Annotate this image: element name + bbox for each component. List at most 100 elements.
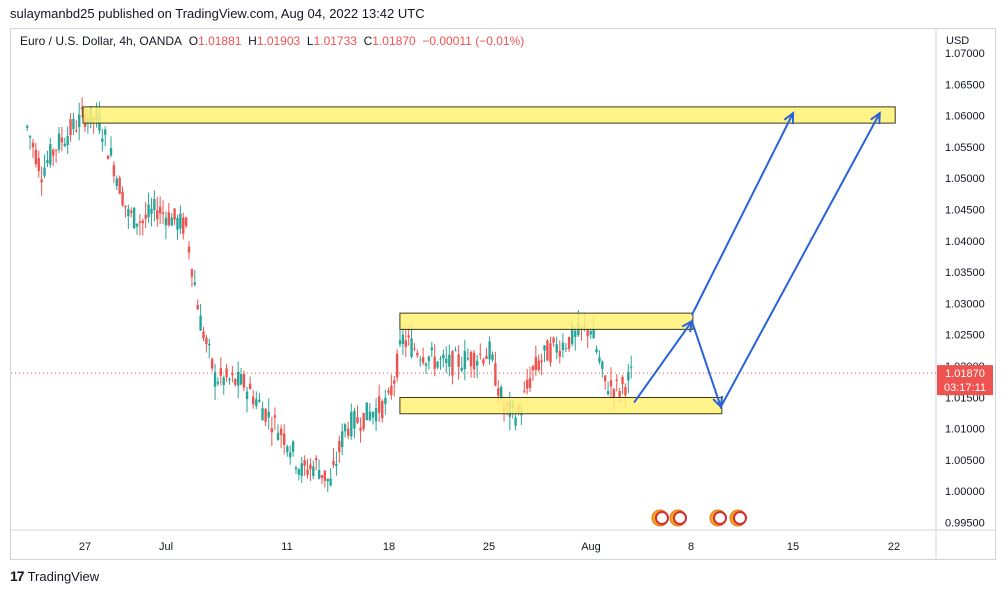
candle-body <box>621 377 624 384</box>
candle-body <box>460 367 463 371</box>
candle-body <box>570 326 574 344</box>
candle-body <box>130 210 133 213</box>
candle-body <box>343 424 347 432</box>
x-tick-label: 25 <box>483 541 495 553</box>
candle-body <box>239 374 243 385</box>
y-tick-label: 1.04500 <box>945 205 985 217</box>
candle-body <box>555 344 558 353</box>
candle-body <box>135 223 139 227</box>
candle-body <box>416 352 419 356</box>
candle-body <box>153 199 156 211</box>
candle-body <box>482 359 485 364</box>
zone-resistance-top[interactable] <box>82 106 896 124</box>
zone-range-top[interactable] <box>399 312 694 330</box>
candle-body <box>463 351 467 370</box>
change-value: −0.00011 (−0.01%) <box>422 34 525 48</box>
high-label: H <box>248 34 257 48</box>
candle-body <box>109 147 113 156</box>
candle-body <box>179 213 182 229</box>
candle-body <box>528 378 532 388</box>
candle-body <box>615 379 618 381</box>
candle-body <box>604 375 607 382</box>
y-tick-label: 1.05500 <box>945 142 985 154</box>
candle-body <box>374 408 378 422</box>
candle-body <box>395 353 399 378</box>
candle-body <box>190 269 194 277</box>
candle-body <box>144 214 147 219</box>
y-tick-label: 1.00000 <box>945 486 985 498</box>
candle-body <box>546 340 549 361</box>
us-eu-flag-icon-inner <box>733 511 747 525</box>
candle-body <box>49 144 52 165</box>
symbol-name[interactable]: Euro / U.S. Dollar, 4h, OANDA <box>20 34 183 48</box>
candle-body <box>413 348 416 350</box>
projection-arrow-1[interactable] <box>633 112 881 410</box>
candle-body <box>436 361 439 368</box>
candle-body <box>127 209 130 217</box>
x-tick-label: 11 <box>281 541 292 553</box>
candle-body <box>270 428 274 433</box>
candle-body <box>121 191 124 206</box>
zone-range-bottom[interactable] <box>399 397 723 415</box>
projection-arrow-mid-head <box>681 319 694 333</box>
y-tick-label: 1.03000 <box>945 298 985 310</box>
candle-body <box>57 133 61 150</box>
candle-body <box>326 478 329 482</box>
x-tick-label: 22 <box>888 541 900 553</box>
candle-body <box>393 380 396 384</box>
candle-body <box>273 415 277 418</box>
chart-frame[interactable] <box>10 28 996 560</box>
candle-body <box>222 377 225 385</box>
candle-body <box>242 374 246 388</box>
candle-body <box>457 354 460 367</box>
projection-arrow-mid-head <box>712 395 724 410</box>
candle-body <box>225 368 228 378</box>
candle-body <box>248 383 252 389</box>
candle-body <box>362 412 365 430</box>
candle-body <box>252 396 255 405</box>
candle-body <box>371 412 375 418</box>
candle-body <box>448 354 451 367</box>
candle-body <box>112 165 116 177</box>
candle-body <box>26 125 29 128</box>
x-tick-label: 15 <box>787 541 799 553</box>
candle-body <box>236 371 240 386</box>
candle-body <box>485 355 488 360</box>
us-eu-flag-icon-inner <box>673 511 687 525</box>
published-line: sulaymanbd25 published on TradingView.co… <box>10 6 425 21</box>
candle-body <box>147 204 150 218</box>
candle-body <box>540 360 543 363</box>
candle-body <box>433 356 436 369</box>
projection-arrow-2[interactable] <box>691 112 794 316</box>
y-tick-label: 0.99500 <box>945 518 985 530</box>
footer-brand[interactable]: 17 TradingView <box>10 568 99 584</box>
candle-body <box>234 379 237 385</box>
candle-body <box>150 208 153 214</box>
candle-body <box>346 428 350 436</box>
candle-body <box>104 129 107 135</box>
open-value: 1.01881 <box>198 34 242 48</box>
candle-body <box>170 217 173 226</box>
candle-body <box>589 331 592 335</box>
us-eu-flag-icon-inner <box>655 511 669 525</box>
candle-body <box>210 358 214 369</box>
y-tick-label: 1.00500 <box>945 455 985 467</box>
candle-body <box>491 354 494 360</box>
candle-body <box>567 337 571 349</box>
candle-body <box>158 206 162 214</box>
candle-body <box>34 149 38 165</box>
candle-body <box>78 114 81 127</box>
candle-body <box>335 464 338 467</box>
candle-body <box>531 366 535 371</box>
price-badge-countdown: 03:17:11 <box>944 382 986 394</box>
candle-body <box>176 217 179 230</box>
open-label: O <box>188 34 199 48</box>
candle-body <box>219 368 223 376</box>
close-value: 1.01870 <box>372 34 416 48</box>
candle-body <box>574 330 577 338</box>
brand-name: TradingView <box>27 568 100 584</box>
candle-body <box>231 373 234 376</box>
y-tick-label: 1.06500 <box>945 79 985 91</box>
candle-body <box>261 408 264 421</box>
